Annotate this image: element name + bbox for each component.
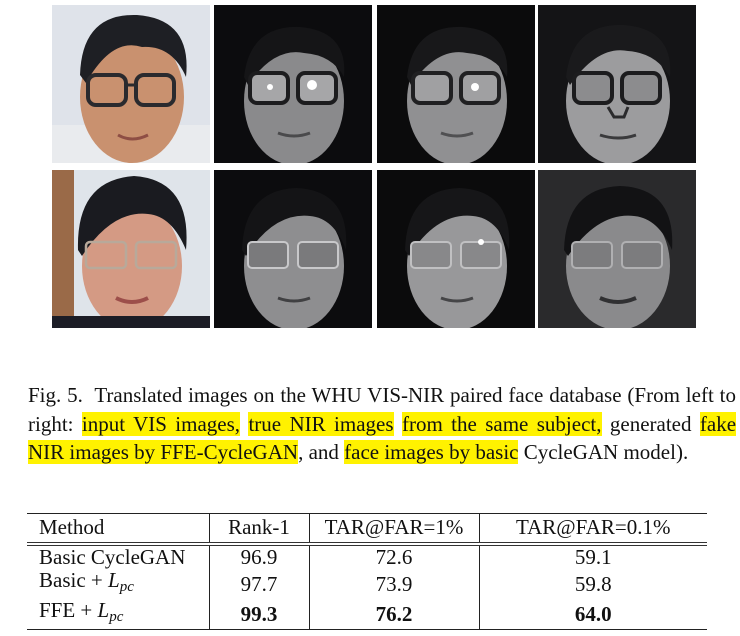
face-image-nir-fake-ffe-2 bbox=[377, 170, 535, 328]
header-tar-far-0-1: TAR@FAR=0.1% bbox=[478, 513, 707, 544]
table-header-row: Method Rank-1 TAR@FAR=1% TAR@FAR=0.1% bbox=[27, 513, 707, 544]
header-method: Method bbox=[39, 515, 105, 539]
caption-text: Translated images on the WHU VIS-NIR pai… bbox=[28, 383, 737, 436]
cell-tar-far-0-1: 64.0 bbox=[478, 599, 707, 630]
caption-text: , and bbox=[298, 440, 345, 464]
cell-method: FFE + Lpc bbox=[39, 598, 124, 626]
face-image-nir-true-1 bbox=[214, 5, 372, 163]
cell-tar-far-1: 72.6 bbox=[308, 544, 479, 569]
face-image-nir-fake-ffe-1 bbox=[377, 5, 535, 163]
header-rank1: Rank-1 bbox=[208, 513, 309, 544]
cell-method: Basic CycleGAN bbox=[39, 545, 186, 569]
cell-tar-far-1: 73.9 bbox=[308, 569, 479, 599]
cell-rank1: 97.7 bbox=[208, 569, 309, 599]
cell-tar-far-1: 76.2 bbox=[308, 599, 479, 630]
caption-text: generated bbox=[601, 411, 700, 436]
face-image-basic-cyclegan-2 bbox=[538, 170, 696, 328]
cell-tar-far-0-1: 59.1 bbox=[478, 544, 707, 569]
caption-highlight-same-subject: from the same subject, bbox=[401, 411, 602, 436]
table-row: FFE + Lpc 99.3 76.2 64.0 bbox=[27, 599, 707, 630]
caption-highlight-basic: face images by basic bbox=[344, 440, 519, 464]
caption-highlight-input-vis: input VIS images, bbox=[81, 411, 241, 436]
face-image-vis-2 bbox=[52, 170, 210, 328]
table-row: Basic CycleGAN 96.9 72.6 59.1 bbox=[27, 544, 707, 569]
caption-highlight-true-nir: true NIR images bbox=[248, 411, 394, 436]
results-table: Method Rank-1 TAR@FAR=1% TAR@FAR=0.1% Ba… bbox=[27, 513, 707, 630]
table-row: Basic + Lpc 97.7 73.9 59.8 bbox=[27, 569, 707, 599]
caption-text: CycleGAN model). bbox=[518, 440, 689, 464]
face-image-basic-cyclegan-1 bbox=[538, 5, 696, 163]
header-tar-far-1: TAR@FAR=1% bbox=[308, 513, 479, 544]
caption-label: Fig. 5. bbox=[28, 383, 83, 407]
face-image-vis-1 bbox=[52, 5, 210, 163]
cell-rank1: 99.3 bbox=[208, 599, 309, 630]
figure-caption: Fig. 5. Translated images on the WHU VIS… bbox=[28, 381, 737, 467]
face-image-nir-true-2 bbox=[214, 170, 372, 328]
cell-method: Basic + Lpc bbox=[39, 568, 134, 596]
caption-text bbox=[394, 412, 402, 436]
cell-tar-far-0-1: 59.8 bbox=[478, 569, 707, 599]
cell-rank1: 96.9 bbox=[208, 544, 309, 569]
